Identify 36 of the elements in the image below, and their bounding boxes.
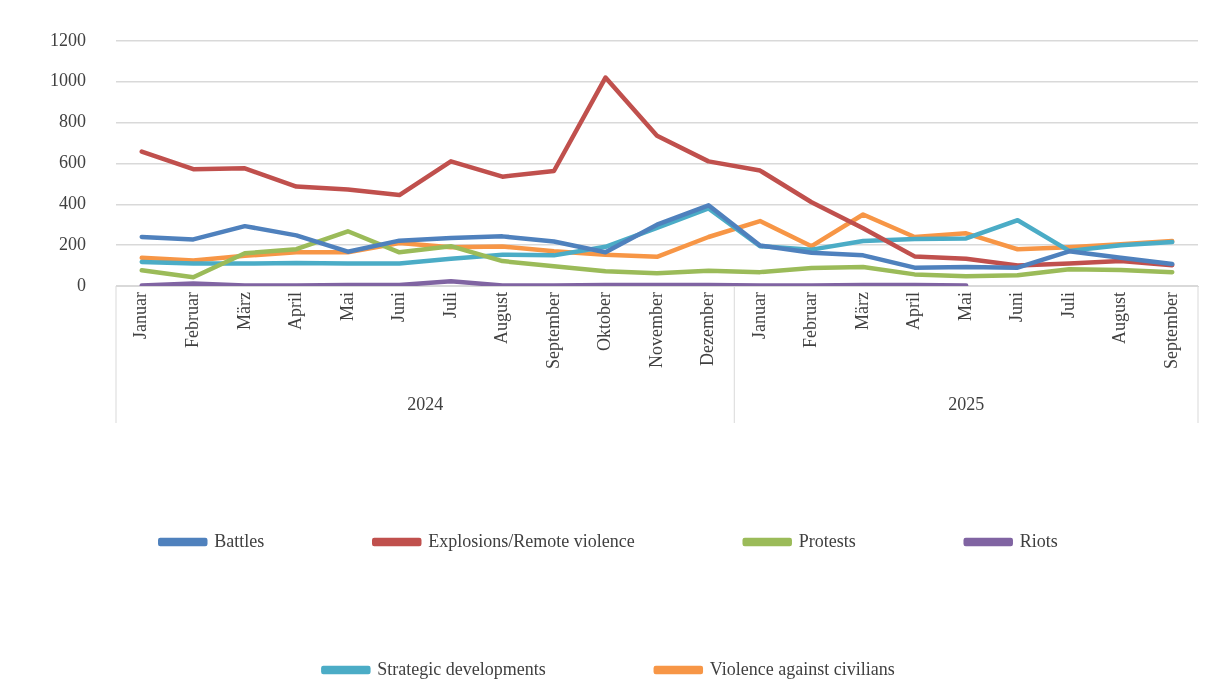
x-tick-label: August — [1109, 292, 1130, 345]
x-tick-label: September — [1160, 292, 1181, 370]
y-tick-label: 800 — [59, 111, 86, 132]
y-tick-label: 400 — [59, 193, 86, 214]
legend-label: Riots — [1019, 530, 1058, 551]
x-tick-label: Mai — [954, 292, 975, 322]
y-tick-label: 1000 — [50, 70, 86, 91]
y-tick-label: 1200 — [50, 29, 86, 50]
x-tick-label: Januar — [130, 292, 151, 340]
x-tick-label: September — [542, 292, 563, 370]
x-tick-label: Februar — [800, 292, 821, 349]
y-tick-label: 0 — [77, 274, 86, 295]
legend-label: Protests — [798, 530, 856, 551]
y-tick-label: 600 — [59, 152, 86, 173]
x-tick-label: Juli — [439, 292, 460, 319]
x-tick-label: April — [285, 292, 306, 331]
x-tick-label: Februar — [182, 292, 203, 349]
legend-label: Explosions/Remote violence — [428, 530, 635, 551]
x-tick-label: März — [851, 292, 872, 331]
text: 2025 — [948, 393, 985, 414]
text: 2024 — [407, 393, 444, 414]
x-tick-label: Mai — [336, 292, 357, 322]
x-tick-label: Juni — [388, 292, 409, 323]
legend-label: Violence against civilians — [709, 658, 895, 679]
x-tick-label: Oktober — [594, 292, 615, 352]
y-tick-label: 200 — [59, 233, 86, 254]
x-tick-label: Juni — [1006, 292, 1027, 323]
x-tick-label: Dezember — [697, 292, 718, 366]
legend-label: Battles — [214, 530, 265, 551]
legend-label: Strategic developments — [377, 658, 546, 679]
x-tick-label: April — [903, 292, 924, 331]
x-tick-label: Juli — [1057, 292, 1078, 319]
x-tick-label: März — [233, 292, 254, 331]
x-tick-label: August — [491, 292, 512, 345]
x-tick-label: Januar — [748, 292, 769, 340]
x-tick-label: November — [645, 292, 666, 369]
